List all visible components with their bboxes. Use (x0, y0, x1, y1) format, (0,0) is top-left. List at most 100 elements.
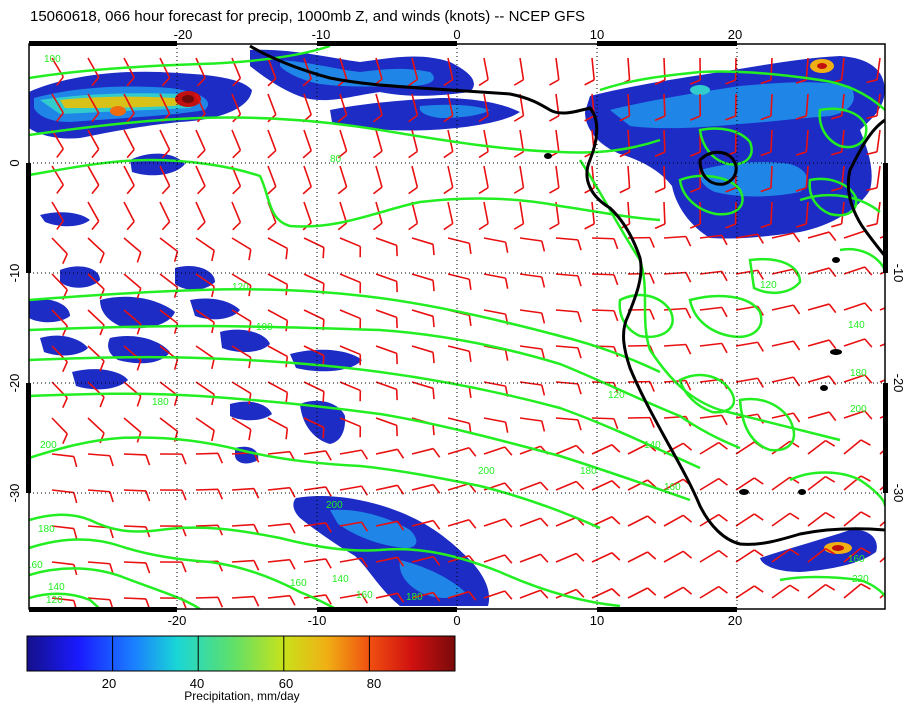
wind-barb (447, 237, 472, 254)
wind-barb (689, 57, 702, 85)
wind-barb (555, 381, 582, 395)
wind-barb (159, 561, 187, 573)
svg-text:180: 180 (850, 368, 867, 379)
wind-barb (303, 486, 332, 497)
wind-barb (51, 561, 78, 576)
wind-barb (195, 129, 206, 159)
wind-barb (555, 237, 582, 251)
wind-barb (195, 273, 215, 298)
svg-text:200: 200 (40, 440, 57, 451)
wind-barb (735, 549, 764, 563)
wind-barb (619, 165, 631, 194)
wind-barb (411, 381, 435, 400)
wind-barb (549, 165, 560, 194)
wind-barb (866, 57, 881, 84)
wind-barb (267, 486, 296, 498)
wind-barb (795, 93, 809, 120)
wind-barb (303, 237, 325, 259)
wind-barb (337, 165, 348, 195)
wind-barb (866, 165, 881, 192)
wind-barb (591, 444, 621, 455)
wind-barb (337, 129, 348, 159)
wind-barb (663, 343, 692, 355)
svg-text:180: 180 (580, 466, 597, 477)
wind-barb (555, 480, 585, 491)
wind-barb (159, 381, 179, 406)
wind-barb (51, 453, 78, 468)
wind-barb (87, 489, 114, 503)
wind-barb (735, 233, 765, 244)
wind-barb (843, 302, 873, 312)
wind-barb (159, 489, 187, 501)
wind-barb (483, 237, 509, 253)
wind-barb (627, 551, 657, 563)
wind-barb (337, 93, 348, 123)
wind-barb (555, 273, 582, 287)
wind-barb (513, 57, 525, 86)
lon-tick-labels-top: -20 -10 0 10 20 (174, 27, 743, 42)
wind-barb (372, 93, 383, 123)
svg-text:180: 180 (152, 397, 169, 408)
wind-barb (87, 165, 100, 195)
wind-barb (339, 521, 369, 532)
wind-barb (879, 546, 885, 563)
colorbar: 20 40 60 80 (26, 635, 456, 691)
wind-barb (375, 484, 405, 495)
wind-barb (51, 525, 78, 540)
wind-barb (519, 237, 546, 252)
svg-text:100: 100 (44, 54, 61, 65)
wind-barb (699, 270, 728, 282)
wind-barb (303, 450, 332, 461)
wind-barb (807, 303, 837, 314)
wind-barb (123, 489, 151, 502)
svg-text:-30: -30 (7, 484, 22, 503)
wind-barb (699, 342, 728, 354)
wind-barb (807, 475, 836, 491)
wind-barb (195, 165, 206, 195)
wind-barb (771, 340, 801, 351)
svg-text:160: 160 (26, 560, 43, 571)
wind-barb (699, 234, 728, 246)
wind-barb (771, 548, 800, 563)
wind-barb (519, 309, 546, 324)
wind-barb (411, 345, 435, 364)
wind-barb (339, 309, 362, 330)
wind-barb (339, 449, 369, 460)
wind-barb (555, 444, 585, 455)
svg-text:140: 140 (48, 582, 65, 593)
wind-barb (231, 201, 242, 231)
wind-barb (159, 165, 171, 195)
wind-barb (267, 309, 289, 332)
svg-text:-20: -20 (7, 374, 22, 393)
wind-barb (879, 474, 885, 491)
colorbar-tick: 40 (190, 676, 204, 691)
wind-barb (843, 374, 873, 384)
wind-barb (663, 271, 692, 283)
wind-barb (879, 582, 885, 599)
wind-barb (51, 237, 68, 265)
wind-barb (303, 558, 332, 569)
svg-text:200: 200 (478, 466, 495, 477)
svg-text:220: 220 (852, 574, 869, 585)
wind-barb (195, 237, 215, 262)
wind-barb (195, 57, 206, 87)
wind-barb (478, 57, 489, 87)
wind-barb (654, 129, 666, 158)
wind-barb (519, 381, 546, 396)
wind-barb (375, 237, 398, 257)
wind-barb (408, 93, 419, 123)
wind-barb (339, 593, 369, 604)
wind-barb (519, 517, 549, 527)
wind-barb (339, 557, 369, 568)
wind-barb (699, 549, 728, 563)
colorbar-gradient (26, 635, 456, 672)
wind-barb (339, 237, 362, 258)
svg-text:10: 10 (590, 27, 604, 42)
wind-barb (879, 510, 885, 527)
wind-barb (760, 129, 773, 157)
wind-barb (267, 165, 277, 195)
wind-barb (807, 375, 837, 386)
wind-barb (879, 301, 885, 311)
svg-text:100: 100 (256, 322, 273, 333)
wind-barb (195, 201, 206, 231)
